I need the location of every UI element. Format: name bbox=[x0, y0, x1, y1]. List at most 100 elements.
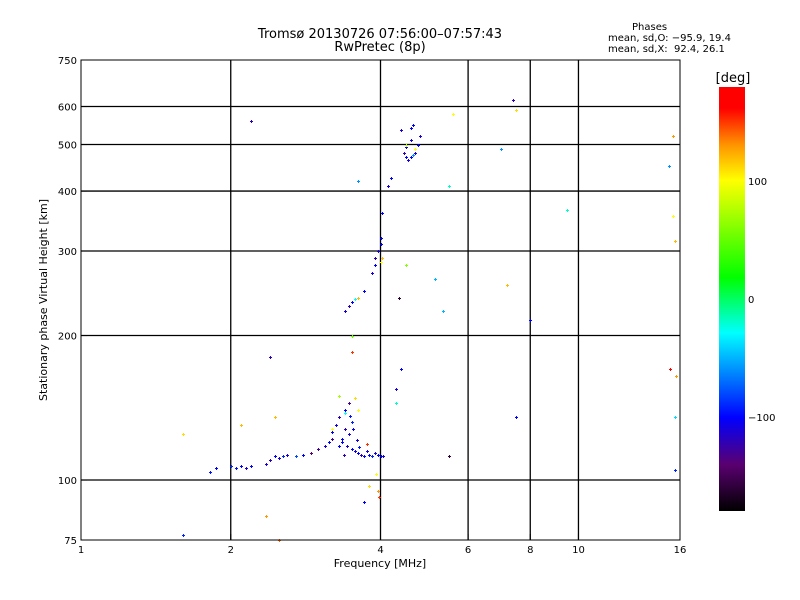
data-point bbox=[380, 455, 383, 458]
data-point bbox=[357, 297, 360, 300]
data-point bbox=[335, 424, 338, 427]
x-axis-label: Frequency [MHz] bbox=[334, 557, 426, 570]
data-point bbox=[282, 455, 285, 458]
data-point-v bbox=[507, 284, 508, 287]
x-tick-label: 6 bbox=[465, 545, 471, 556]
data-point-v bbox=[369, 454, 370, 457]
data-point bbox=[405, 146, 408, 149]
data-point-v bbox=[420, 135, 421, 138]
data-point-v bbox=[352, 335, 353, 338]
data-point-v bbox=[344, 454, 345, 457]
data-point-v bbox=[183, 534, 184, 537]
data-point bbox=[395, 402, 398, 405]
data-point bbox=[235, 467, 238, 470]
data-point-v bbox=[339, 445, 340, 448]
data-point-v bbox=[401, 129, 402, 132]
data-point bbox=[295, 455, 298, 458]
data-point-v bbox=[413, 124, 414, 127]
data-point-v bbox=[357, 439, 358, 442]
data-point bbox=[500, 148, 503, 151]
x-tick-label: 4 bbox=[377, 545, 383, 556]
data-point bbox=[310, 452, 313, 455]
data-point bbox=[351, 421, 354, 424]
data-point bbox=[410, 127, 413, 130]
data-point bbox=[400, 129, 403, 132]
data-point bbox=[357, 452, 360, 455]
data-point-v bbox=[358, 452, 359, 455]
data-point bbox=[265, 515, 268, 518]
data-point bbox=[240, 465, 243, 468]
grid-lines bbox=[81, 60, 680, 540]
data-point-v bbox=[378, 490, 379, 493]
data-point-v bbox=[401, 368, 402, 371]
data-point bbox=[390, 177, 393, 180]
data-point bbox=[274, 416, 277, 419]
data-point bbox=[674, 469, 677, 472]
data-point bbox=[351, 351, 354, 354]
data-point bbox=[412, 124, 415, 127]
data-point-v bbox=[275, 416, 276, 419]
data-point bbox=[407, 159, 410, 162]
data-point bbox=[448, 185, 451, 188]
x-tick-label: 8 bbox=[527, 545, 533, 556]
y-tick-label: 600 bbox=[58, 103, 77, 114]
data-point-v bbox=[332, 431, 333, 434]
data-point bbox=[381, 257, 384, 260]
data-point-v bbox=[352, 351, 353, 354]
data-point-v bbox=[418, 144, 419, 147]
data-point bbox=[344, 310, 347, 313]
data-point-v bbox=[296, 455, 297, 458]
data-point bbox=[410, 156, 413, 159]
data-point bbox=[352, 428, 355, 431]
data-point bbox=[414, 152, 417, 155]
data-point-v bbox=[355, 450, 356, 453]
data-point bbox=[338, 416, 341, 419]
data-point-v bbox=[183, 433, 184, 436]
data-point-v bbox=[358, 297, 359, 300]
data-point bbox=[344, 412, 347, 415]
data-point bbox=[566, 209, 569, 212]
data-point-v bbox=[241, 465, 242, 468]
y-tick-label: 400 bbox=[58, 187, 77, 198]
data-point-v bbox=[287, 454, 288, 457]
data-point-v bbox=[376, 473, 377, 476]
data-point bbox=[341, 438, 344, 441]
data-point bbox=[344, 428, 347, 431]
data-point-v bbox=[358, 180, 359, 183]
data-point-v bbox=[415, 152, 416, 155]
data-point-v bbox=[270, 459, 271, 462]
data-point bbox=[351, 448, 354, 451]
data-point-v bbox=[379, 496, 380, 499]
data-point bbox=[405, 144, 408, 147]
data-point bbox=[374, 257, 377, 260]
y-tick-label: 500 bbox=[58, 141, 77, 152]
data-point-v bbox=[670, 368, 671, 371]
data-point bbox=[240, 424, 243, 427]
data-point bbox=[278, 457, 281, 460]
data-point-v bbox=[443, 310, 444, 313]
data-point-v bbox=[415, 148, 416, 151]
data-point bbox=[395, 388, 398, 391]
data-point bbox=[377, 490, 380, 493]
data-point bbox=[357, 409, 360, 412]
data-point-v bbox=[383, 455, 384, 458]
data-point-v bbox=[378, 454, 379, 457]
data-point-v bbox=[311, 452, 312, 455]
data-point-v bbox=[516, 109, 517, 112]
data-point bbox=[374, 264, 377, 267]
data-point-v bbox=[381, 455, 382, 458]
data-point-v bbox=[303, 454, 304, 457]
data-point bbox=[265, 463, 268, 466]
data-point bbox=[371, 272, 374, 275]
data-point bbox=[434, 278, 437, 281]
data-point-v bbox=[408, 159, 409, 162]
data-point bbox=[324, 445, 327, 448]
data-point-v bbox=[675, 416, 676, 419]
data-point-v bbox=[279, 457, 280, 460]
data-point-v bbox=[364, 501, 365, 504]
data-point bbox=[215, 467, 218, 470]
colorbar-tick-label: 0 bbox=[748, 295, 754, 306]
data-point-v bbox=[352, 421, 353, 424]
